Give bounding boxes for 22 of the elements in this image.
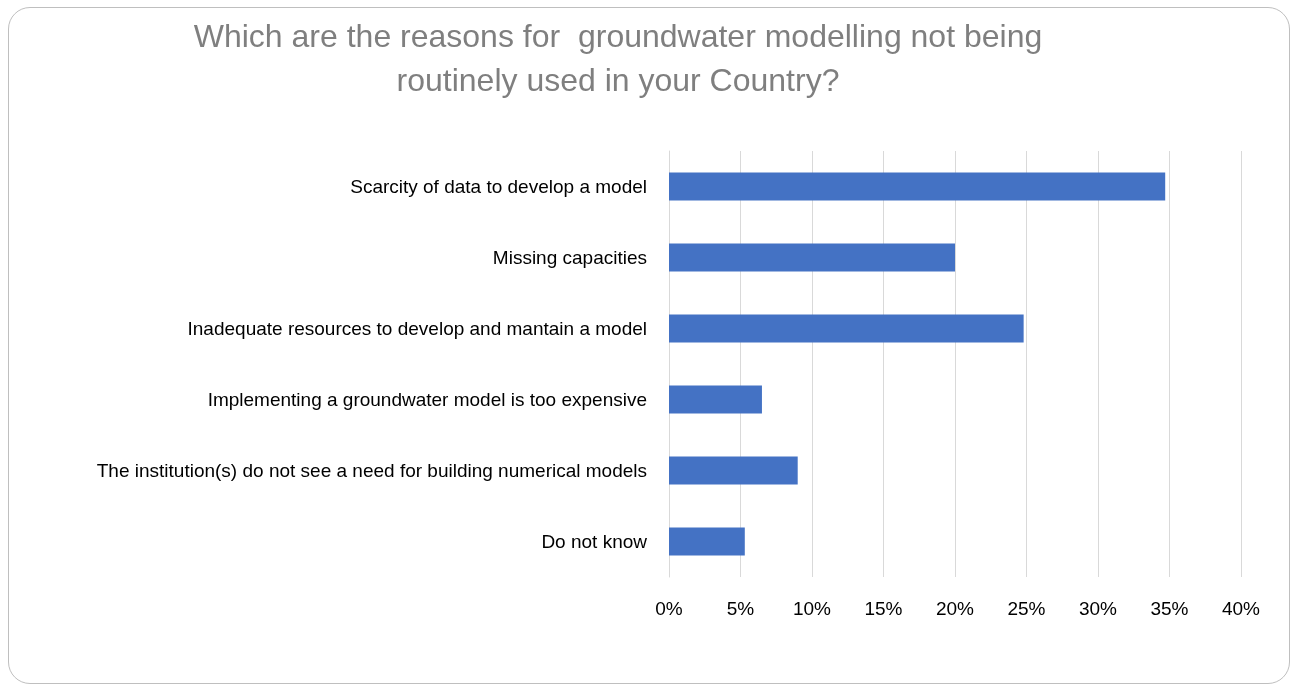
bar xyxy=(669,314,1024,343)
chart-title: Which are the reasons for groundwater modelling not being routinely used in your Country? xyxy=(192,17,1044,100)
bar xyxy=(669,456,798,485)
bar xyxy=(669,385,762,414)
x-tick-label: 5% xyxy=(726,598,755,619)
y-tick-label: Missing capacities xyxy=(492,247,647,268)
y-tick-label: Inadequate resources to develop and mantain a model xyxy=(187,318,647,339)
x-tick-label: 35% xyxy=(1150,598,1189,619)
x-tick-label: 10% xyxy=(792,598,832,619)
bar xyxy=(669,172,1166,201)
x-tick-label: 40% xyxy=(1221,598,1261,619)
bar xyxy=(669,527,745,556)
y-tick-label: The institution(s) do not see a need for building numerical models xyxy=(96,460,647,481)
x-tick-label: 30% xyxy=(1078,598,1118,619)
bar xyxy=(669,243,955,272)
x-tick-label: 25% xyxy=(1007,598,1046,619)
y-tick-label: Do not know xyxy=(541,531,648,552)
y-tick-label: Scarcity of data to develop a model xyxy=(350,176,647,197)
x-tick-label: 20% xyxy=(935,598,975,619)
x-tick-label: 15% xyxy=(864,598,903,619)
y-tick-label: Implementing a groundwater model is too expensive xyxy=(207,389,647,410)
x-tick-label: 0% xyxy=(655,598,683,619)
